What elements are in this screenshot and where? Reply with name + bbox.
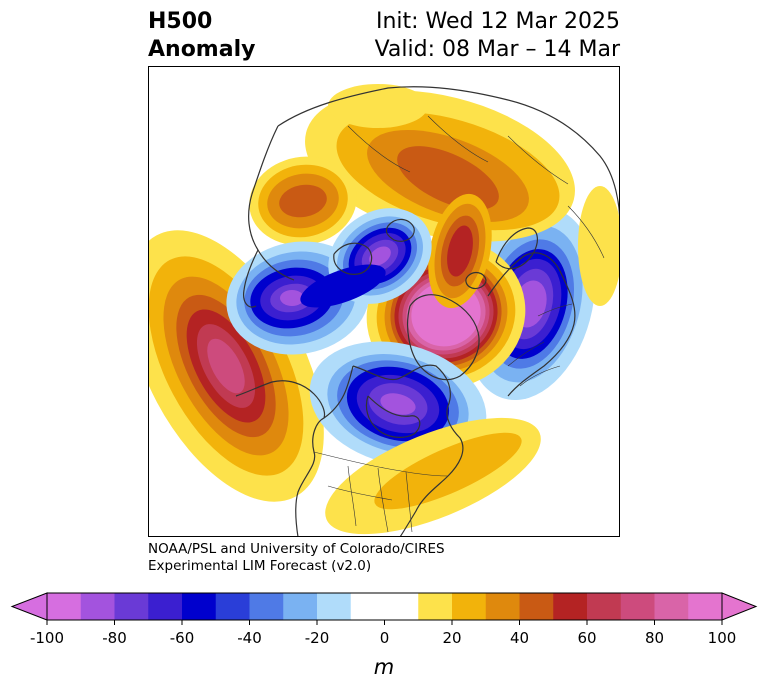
colorbar-tick-label: -20	[305, 629, 330, 647]
colorbar-tick-label: -40	[237, 629, 262, 647]
credit-line-1: NOAA/PSL and University of Colorado/CIRE…	[148, 541, 445, 557]
colorbar-segment	[620, 593, 655, 620]
title-left: H500 Anomaly	[148, 8, 255, 64]
init-date: Init: Wed 12 Mar 2025	[375, 9, 620, 34]
colorbar-segment	[519, 593, 554, 620]
colorbar-tick-label: 0	[380, 629, 390, 647]
map-frame	[148, 66, 620, 537]
colorbar-segment	[384, 593, 419, 620]
colorbar-unit-label: m	[374, 655, 394, 679]
colorbar-tick-label: 100	[708, 629, 737, 647]
colorbar-segment	[148, 593, 183, 620]
colorbar-segment	[114, 593, 149, 620]
coastlines	[235, 86, 620, 537]
colorbar-segment	[587, 593, 622, 620]
colorbar-segment	[418, 593, 453, 620]
anomaly-positive-asia	[305, 90, 620, 306]
colorbar-tick-label: -100	[30, 629, 64, 647]
credit-text: NOAA/PSL and University of Colorado/CIRE…	[148, 541, 445, 575]
title-right: Init: Wed 12 Mar 2025 Valid: 08 Mar – 14…	[375, 8, 620, 64]
colorbar-segment	[350, 593, 385, 620]
colorbar-extend-low	[10, 592, 48, 621]
anomaly-map	[148, 66, 620, 537]
anomaly-negative-canada	[309, 341, 487, 467]
colorbar-segment	[182, 593, 217, 620]
colorbar-segment	[553, 593, 588, 620]
colorbar-tick-label: 20	[442, 629, 461, 647]
variable-title: H500	[148, 9, 213, 34]
coast-alaska	[235, 380, 326, 419]
colorbar-segment	[688, 593, 723, 620]
coast-asia	[248, 86, 620, 281]
colorbar-tick-label: 40	[510, 629, 529, 647]
anomaly-positive-us	[325, 417, 541, 535]
coast-iceland	[465, 271, 487, 290]
coast-greenland	[407, 294, 480, 381]
colorbar-segment	[283, 593, 318, 620]
anomaly-positive-arctic-small	[328, 84, 428, 128]
country-borders	[313, 115, 605, 533]
anomaly-positive-barents	[428, 193, 492, 309]
colorbar-tick-label: -80	[102, 629, 127, 647]
valid-range: Valid: 08 Mar – 14 Mar	[374, 37, 620, 62]
colorbar-segment	[452, 593, 487, 620]
colorbar-extend-high	[721, 592, 758, 621]
colorbar-segment	[654, 593, 689, 620]
colorbar-segment	[215, 593, 250, 620]
colorbar-segment	[47, 593, 82, 620]
colorbar-segment	[485, 593, 520, 620]
colorbar-segment	[317, 593, 352, 620]
colorbar-tick-label: 80	[645, 629, 664, 647]
colorbar-tick-label: 60	[577, 629, 596, 647]
credit-line-2: Experimental LIM Forecast (v2.0)	[148, 558, 372, 574]
trough-connector	[300, 264, 386, 308]
field-title: Anomaly	[148, 37, 256, 62]
coast-kamchatka	[243, 249, 259, 308]
colorbar-segment	[249, 593, 284, 620]
coast-europe	[487, 252, 576, 397]
coast-hudson-bay	[365, 395, 421, 438]
anomaly-negative-siberia	[226, 241, 370, 355]
coast-scandinavia	[495, 227, 538, 270]
coast-arctic-islands	[333, 218, 415, 275]
anomaly-positive-nesiberia	[249, 156, 357, 246]
colorbar: -100 -80 -60 -40 -20 0 20 40 60 80 100 m	[10, 592, 758, 679]
colorbar-segment	[80, 593, 115, 620]
colorbar-tick-label: -60	[170, 629, 195, 647]
